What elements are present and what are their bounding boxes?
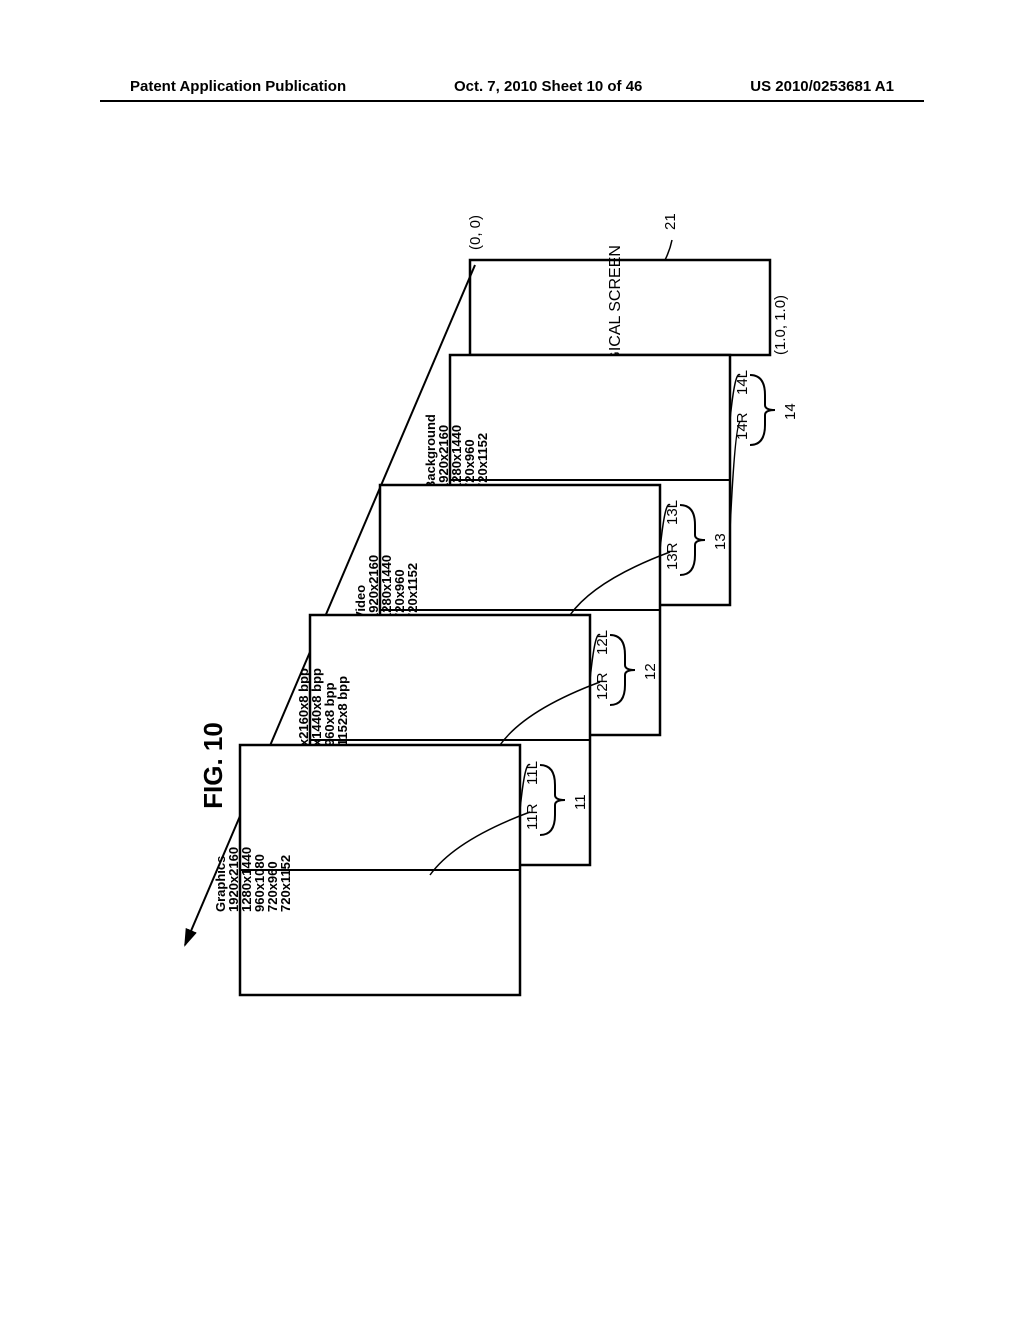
brace-14 xyxy=(750,375,775,445)
ref-11: 11 xyxy=(572,794,589,810)
layer-graphics-text: Graphics 1920x2160 1280x1440 960x1080 72… xyxy=(213,847,293,912)
layer-video-text: Video 1920x2160 1280x1440 720x960 720x11… xyxy=(353,555,420,620)
ref-12: 12 xyxy=(642,663,659,680)
ref-21: 21 xyxy=(662,213,679,230)
ref-11l: 11L xyxy=(524,761,541,785)
figure-container: FIG. 10 LOGICAL SCREEN (0, 0) (1.0, 1.0)… xyxy=(50,200,950,1100)
page-header: Patent Application Publication Oct. 7, 2… xyxy=(0,78,1024,95)
ref-11r: 11R xyxy=(524,803,541,830)
ref-14l: 14L xyxy=(734,370,751,395)
svg-text:720x1152: 720x1152 xyxy=(405,563,420,620)
svg-text:720x1152: 720x1152 xyxy=(475,433,490,490)
ref-13: 13 xyxy=(712,533,729,550)
ref-14: 14 xyxy=(782,403,799,420)
coord-max: (1.0, 1.0) xyxy=(772,295,789,355)
svg-text:720x1152: 720x1152 xyxy=(278,855,293,912)
header-right: US 2010/0253681 A1 xyxy=(750,78,894,95)
header-center: Oct. 7, 2010 Sheet 10 of 46 xyxy=(454,78,642,95)
coord-origin: (0, 0) xyxy=(467,215,484,250)
ref-13r: 13R xyxy=(664,542,681,570)
header-rule xyxy=(100,100,924,102)
diagram-svg: LOGICAL SCREEN (0, 0) (1.0, 1.0) 21 Back… xyxy=(50,200,950,1100)
ref-12r: 12R xyxy=(594,672,611,700)
header-left: Patent Application Publication xyxy=(130,78,346,95)
ref-12l: 12L xyxy=(594,630,611,655)
ref-13l: 13L xyxy=(664,500,681,525)
ref-21-connector xyxy=(665,240,672,260)
